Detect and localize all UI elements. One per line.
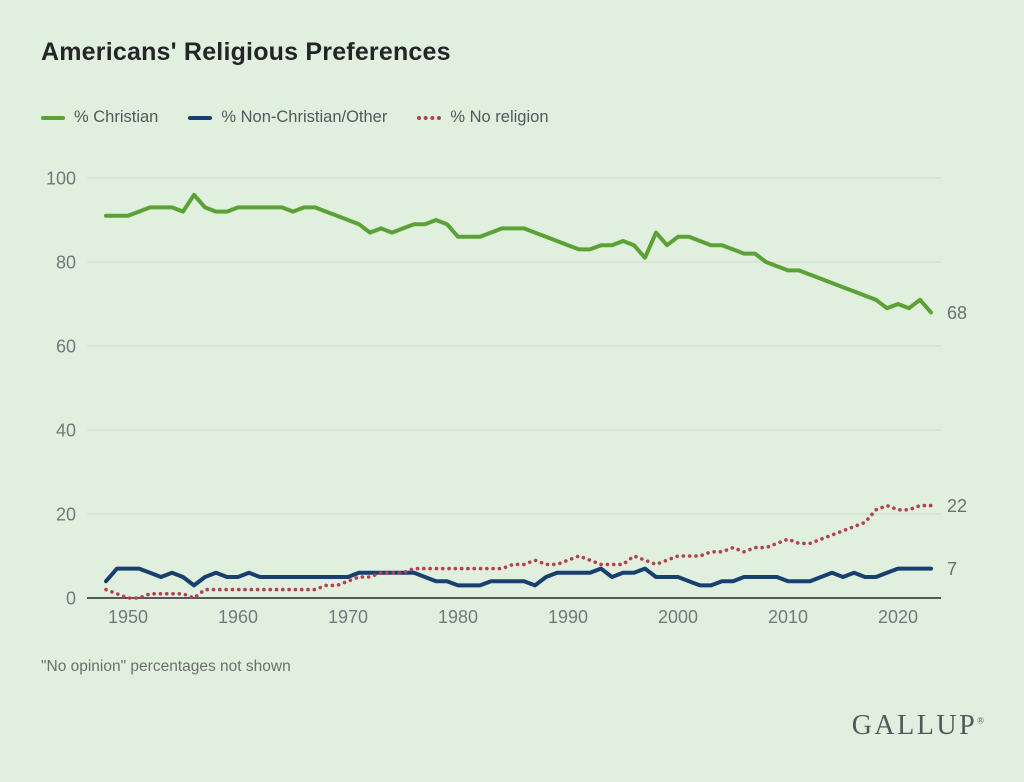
- legend-label-non-christian: % Non-Christian/Other: [221, 108, 388, 126]
- x-tick-label-1950: 1950: [108, 607, 148, 627]
- end-label-7: 7: [947, 559, 957, 579]
- y-tick-label-0: 0: [66, 589, 76, 609]
- legend-label-christian: % Christian: [74, 108, 159, 126]
- y-tick-label-60: 60: [56, 337, 76, 357]
- legend-label-no-religion: % No religion: [450, 108, 549, 126]
- chart-footnote: "No opinion" percentages not shown: [41, 658, 291, 675]
- gallup-logo-text: GALLUP: [851, 710, 978, 741]
- y-tick-label-80: 80: [56, 253, 76, 273]
- legend-item-christian: % Christian: [41, 108, 158, 127]
- registered-mark-icon: ®: [977, 715, 984, 726]
- legend-swatch-non-christian-icon: [188, 115, 213, 120]
- y-tick-label-20: 20: [56, 505, 76, 525]
- x-tick-label-1960: 1960: [218, 607, 258, 627]
- series-line-no-religion: [104, 503, 933, 600]
- x-tick-label-2020: 2020: [878, 607, 918, 627]
- legend-swatch-christian-icon: [41, 115, 65, 120]
- y-tick-label-100: 100: [46, 169, 76, 189]
- end-label-68: 68: [947, 303, 967, 323]
- legend-item-no-religion: % No religion: [417, 108, 549, 127]
- legend: % Christian % Non-Christian/Other % No r…: [41, 108, 549, 127]
- x-tick-label-2000: 2000: [658, 607, 698, 627]
- end-label-22: 22: [947, 496, 967, 516]
- page-title: Americans' Religious Preferences: [41, 38, 451, 66]
- legend-item-non-christian: % Non-Christian/Other: [188, 108, 387, 127]
- gallup-logo: GALLUP®: [852, 710, 984, 742]
- series-line-non-christian: [104, 566, 933, 588]
- x-tick-label-2010: 2010: [768, 607, 808, 627]
- y-tick-label-40: 40: [56, 421, 76, 441]
- x-tick-label-1970: 1970: [328, 607, 368, 627]
- x-tick-label-1980: 1980: [438, 607, 478, 627]
- legend-swatch-no-religion-icon: [417, 115, 442, 120]
- x-tick-label-1990: 1990: [548, 607, 588, 627]
- series-line-christian: [104, 192, 933, 315]
